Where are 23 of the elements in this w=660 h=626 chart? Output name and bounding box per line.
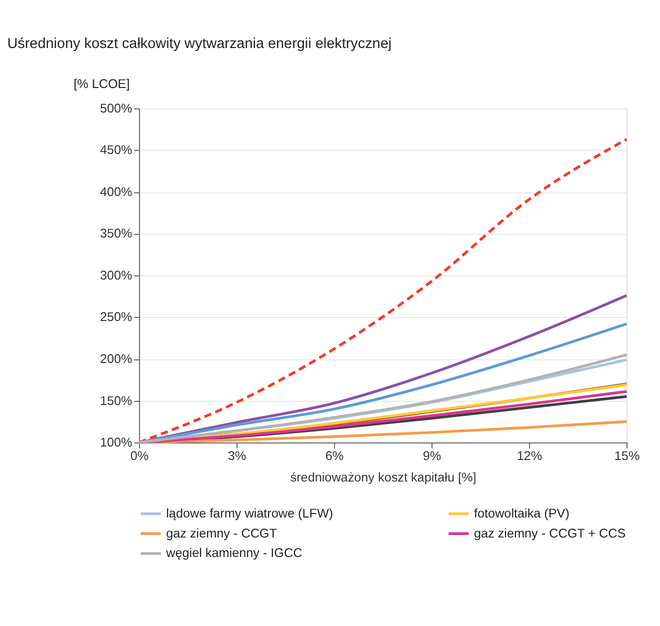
x-tick-label: 3% <box>228 449 246 464</box>
x-axis-title: średnioważony koszt kapitału [%] <box>290 470 476 485</box>
legend-label: węgiel kamienny - IGCC <box>165 546 302 560</box>
y-axis-title: [% LCOE] <box>74 77 130 92</box>
legend-label: fotowoltaika (PV) <box>474 506 570 520</box>
y-tick-label: 350% <box>100 226 132 241</box>
x-tick-label: 9% <box>422 449 442 464</box>
x-tick-label: 12% <box>516 449 542 464</box>
legend-label: lądowe farmy wiatrowe (LFW) <box>166 506 334 520</box>
y-tick-label: 450% <box>100 143 132 158</box>
chart-title: Uśredniony koszt całkowity wytwarzania energii elektrycznej <box>7 36 392 52</box>
x-tick-label: 0% <box>130 449 149 464</box>
legend-label: gaz ziemny - CCGT + CCS <box>474 526 626 540</box>
y-tick-label: 300% <box>100 268 132 282</box>
y-tick-label: 100% <box>100 436 132 450</box>
y-tick-label: 200% <box>100 352 132 366</box>
y-tick-label: 400% <box>100 184 132 199</box>
y-tick-label: 500% <box>100 101 132 116</box>
x-tick-label: 6% <box>325 449 344 464</box>
legend-label: gaz ziemny - CCGT <box>166 526 278 540</box>
y-tick-label: 150% <box>100 394 132 408</box>
y-tick-label: 250% <box>100 310 132 324</box>
x-tick-label: 15% <box>614 449 640 464</box>
